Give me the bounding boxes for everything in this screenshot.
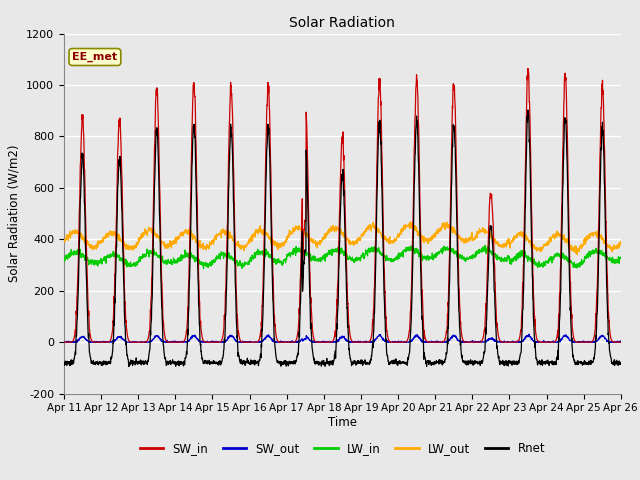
X-axis label: Time: Time	[328, 416, 357, 429]
Text: EE_met: EE_met	[72, 52, 118, 62]
Y-axis label: Solar Radiation (W/m2): Solar Radiation (W/m2)	[8, 145, 20, 282]
Title: Solar Radiation: Solar Radiation	[289, 16, 396, 30]
Legend: SW_in, SW_out, LW_in, LW_out, Rnet: SW_in, SW_out, LW_in, LW_out, Rnet	[135, 437, 550, 460]
